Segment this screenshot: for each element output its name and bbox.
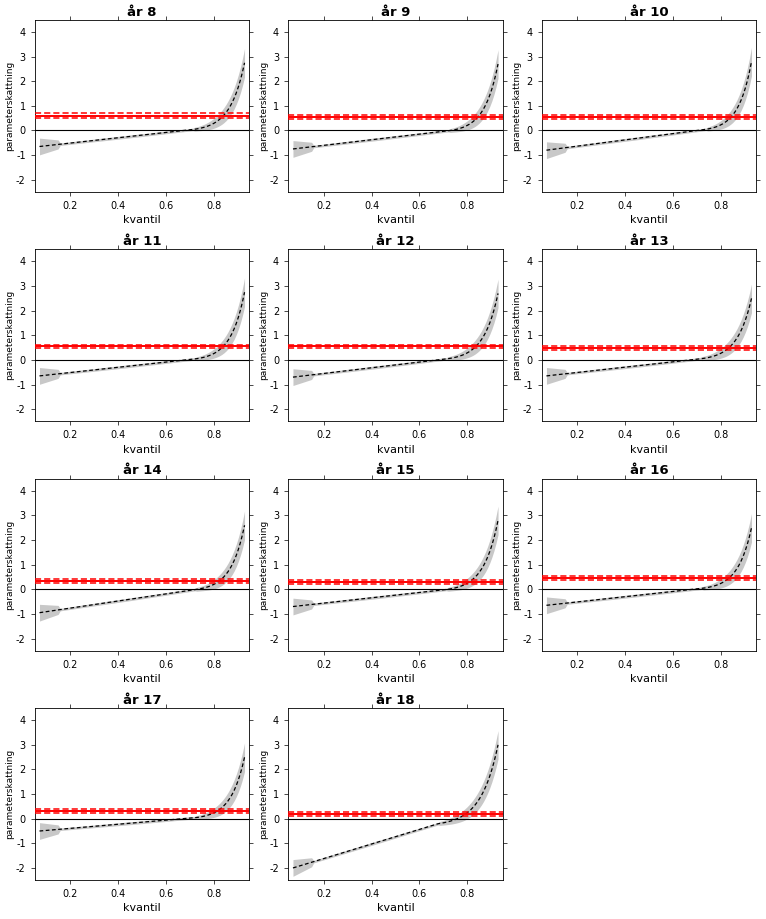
Y-axis label: parameterskattning: parameterskattning — [5, 749, 15, 839]
Title: år 11: år 11 — [123, 235, 162, 248]
Y-axis label: parameterskattning: parameterskattning — [259, 61, 268, 151]
X-axis label: kvantil: kvantil — [377, 674, 414, 684]
X-axis label: kvantil: kvantil — [630, 215, 668, 225]
Title: år 17: år 17 — [123, 694, 162, 707]
Y-axis label: parameterskattning: parameterskattning — [512, 290, 522, 380]
X-axis label: kvantil: kvantil — [123, 674, 161, 684]
Title: år 12: år 12 — [376, 235, 414, 248]
X-axis label: kvantil: kvantil — [630, 445, 668, 455]
Y-axis label: parameterskattning: parameterskattning — [512, 61, 522, 151]
X-axis label: kvantil: kvantil — [377, 903, 414, 913]
Title: år 9: år 9 — [381, 6, 410, 18]
Y-axis label: parameterskattning: parameterskattning — [5, 61, 15, 151]
X-axis label: kvantil: kvantil — [123, 215, 161, 225]
Title: år 16: år 16 — [630, 464, 668, 477]
X-axis label: kvantil: kvantil — [630, 674, 668, 684]
Title: år 18: år 18 — [376, 694, 415, 707]
X-axis label: kvantil: kvantil — [377, 215, 414, 225]
Y-axis label: parameterskattning: parameterskattning — [259, 290, 268, 380]
Y-axis label: parameterskattning: parameterskattning — [5, 290, 15, 380]
Y-axis label: parameterskattning: parameterskattning — [259, 519, 268, 610]
Title: år 10: år 10 — [630, 6, 668, 18]
Y-axis label: parameterskattning: parameterskattning — [512, 519, 522, 610]
Title: år 8: år 8 — [127, 6, 157, 18]
Title: år 13: år 13 — [630, 235, 668, 248]
Y-axis label: parameterskattning: parameterskattning — [5, 519, 15, 610]
Y-axis label: parameterskattning: parameterskattning — [259, 749, 268, 839]
Title: år 15: år 15 — [376, 464, 414, 477]
Title: år 14: år 14 — [123, 464, 162, 477]
X-axis label: kvantil: kvantil — [377, 445, 414, 455]
X-axis label: kvantil: kvantil — [123, 445, 161, 455]
X-axis label: kvantil: kvantil — [123, 903, 161, 913]
